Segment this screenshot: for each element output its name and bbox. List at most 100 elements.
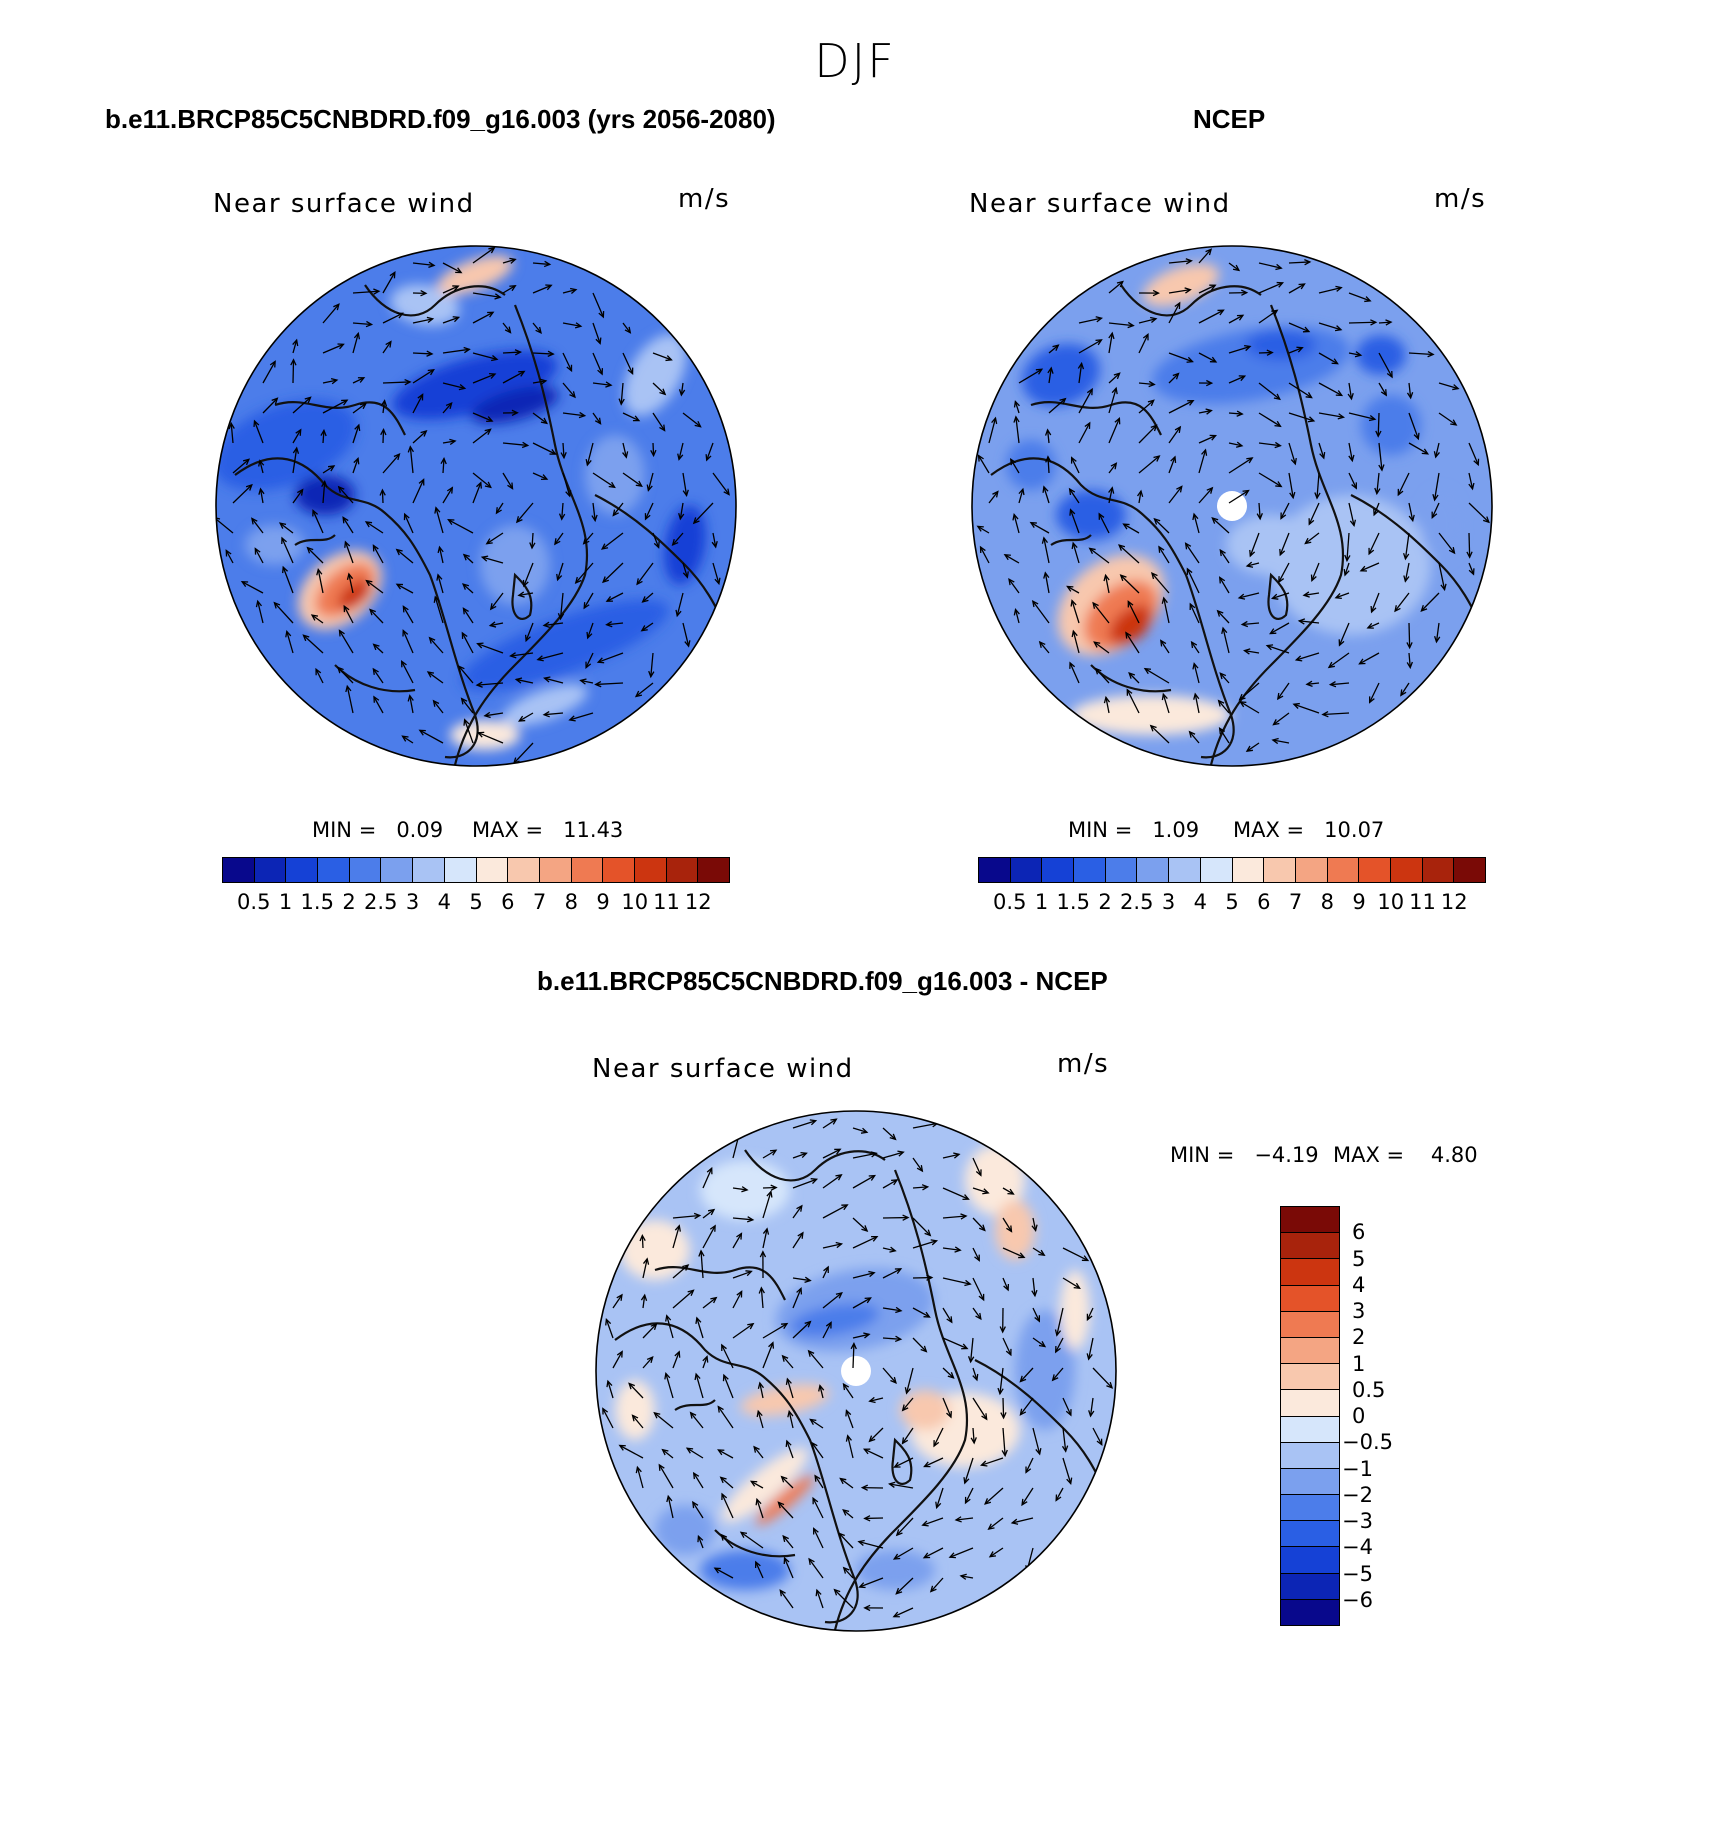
wind-vectors (602, 1118, 1114, 1618)
wind-speed-field (596, 1111, 1116, 1631)
panel-2-units-label: m/s (1434, 184, 1487, 214)
colorbar-tick-label: 0.5 (1352, 1377, 1386, 1402)
pole-hole (1217, 491, 1247, 521)
panel-1-colorbar-ticks: 0.5 1 1.5 2 2.5 3 4 5 6 7 8 9 10 11 12 (222, 890, 730, 916)
map-boundary (215, 245, 737, 767)
colorbar-swatch (318, 858, 350, 882)
colorbar-tick-label: 2 (342, 890, 356, 914)
colorbar-swatch (1281, 1207, 1339, 1234)
colorbar-tick-label: 10 (1377, 890, 1405, 914)
colorbar-swatch (1281, 1259, 1339, 1286)
colorbar-swatch (223, 858, 255, 882)
colorbar-tick-label: 8 (1320, 890, 1334, 914)
colorbar-tick-label: 8 (564, 890, 578, 914)
colorbar-swatch (1281, 1547, 1339, 1574)
colorbar-swatch (1010, 858, 1043, 882)
colorbar-tick-label: 3 (405, 890, 420, 914)
colorbar-tick-label: 6 (1257, 890, 1271, 914)
colorbar-tick-label: 11 (653, 890, 680, 914)
panel-2-polar-map (971, 245, 1493, 767)
colorbar-swatch (1281, 1495, 1339, 1522)
colorbar-tick-label: 12 (1440, 890, 1468, 914)
colorbar-swatch (1281, 1599, 1339, 1625)
colorbar-tick-label: −5 (1342, 1561, 1373, 1586)
colorbar-tick-label: 6 (1352, 1220, 1366, 1245)
colorbar-tick-label: 5 (1352, 1246, 1366, 1271)
colorbar-swatch (1232, 858, 1265, 882)
colorbar-swatch (1359, 858, 1391, 882)
colorbar-swatch (571, 858, 604, 882)
colorbar-swatch (254, 858, 287, 882)
colorbar-swatch (1281, 1442, 1339, 1469)
colorbar-tick-label: −3 (1342, 1509, 1373, 1533)
colorbar-swatch (1327, 858, 1360, 882)
panel-3-min-label: MIN = −4.19 (1170, 1143, 1319, 1167)
colorbar-swatch (1042, 858, 1075, 882)
colorbar-swatch (1422, 858, 1455, 882)
colorbar-swatch (1454, 858, 1485, 882)
pole-hole (841, 1356, 871, 1386)
colorbar-swatch (1169, 858, 1201, 882)
colorbar-tick-label: 9 (596, 890, 610, 914)
panel-1-units-label: m/s (678, 184, 731, 214)
colorbar-tick-label: 7 (532, 890, 547, 914)
colorbar-swatch (1074, 858, 1106, 882)
colorbar-tick-label: 3 (1352, 1299, 1366, 1323)
wind-speed-field (972, 246, 1492, 766)
colorbar-swatch (1295, 858, 1328, 882)
colorbar-tick-label: 2 (1098, 890, 1112, 914)
colorbar-swatch (634, 858, 667, 882)
colorbar-swatch (476, 858, 509, 882)
colorbar-swatch (508, 858, 540, 882)
colorbar-tick-label: 7 (1288, 890, 1303, 914)
figure-season-title: DJF (814, 34, 896, 88)
colorbar-tick-label: 5 (469, 890, 483, 914)
panel-2-max-label: MAX = 10.07 (1233, 818, 1385, 842)
colorbar-tick-label: 5 (1225, 890, 1239, 914)
panel-3-polar-map (595, 1110, 1117, 1632)
colorbar-tick-label: 3 (1161, 890, 1176, 914)
colorbar-tick-label: 0.5 (993, 890, 1027, 914)
colorbar-swatch (1281, 1390, 1339, 1417)
colorbar-tick-label: 1.5 (1056, 890, 1090, 914)
panel-2-title: NCEP (1193, 104, 1266, 134)
panel-1-max-label: MAX = 11.43 (472, 818, 624, 842)
panel-2-colorbar-ticks: 0.5 1 1.5 2 2.5 3 4 5 6 7 8 9 10 11 12 (978, 890, 1486, 916)
colorbar-swatch (444, 858, 477, 882)
colorbar-swatch (603, 858, 635, 882)
panel-3-title: b.e11.BRCP85C5CNBDRD.f09_g16.003 - NCEP (537, 966, 1108, 996)
panel-1-title: b.e11.BRCP85C5CNBDRD.f09_g16.003 (yrs 20… (105, 104, 776, 134)
colorbar-swatch (1137, 858, 1170, 882)
colorbar-swatch (286, 858, 319, 882)
coastlines (234, 284, 726, 766)
panel-3-units-label: m/s (1057, 1049, 1110, 1079)
colorbar-tick-label: −4 (1342, 1535, 1373, 1560)
colorbar-tick-label: 2 (1352, 1325, 1366, 1350)
colorbar-swatch (1200, 858, 1233, 882)
panel-1-polar-map (215, 245, 737, 767)
colorbar-swatch (413, 858, 445, 882)
map-boundary (971, 245, 1493, 767)
colorbar-tick-label: 9 (1352, 890, 1366, 914)
colorbar-swatch (1105, 858, 1138, 882)
panel-2-variable-label: Near surface wind (969, 189, 1231, 219)
wind-vectors (216, 246, 730, 765)
colorbar-swatch (539, 858, 572, 882)
colorbar-swatch (666, 858, 699, 882)
colorbar-tick-label: 12 (684, 890, 712, 914)
colorbar-tick-label: 4 (1193, 890, 1207, 914)
colorbar-swatch (1281, 1233, 1339, 1260)
colorbar-tick-label: 4 (437, 890, 451, 914)
colorbar-swatch (1281, 1468, 1339, 1496)
colorbar-tick-label: 2.5 (1120, 890, 1154, 914)
colorbar-tick-label: 1.5 (300, 890, 334, 914)
colorbar-swatch (1281, 1573, 1339, 1600)
colorbar-tick-label: 11 (1409, 890, 1436, 914)
colorbar-tick-label: −1 (1342, 1456, 1373, 1481)
colorbar-tick-label: 0 (1352, 1404, 1366, 1428)
colorbar-swatch (381, 858, 414, 882)
coastlines (614, 1149, 1106, 1631)
colorbar-tick-label: −6 (1342, 1587, 1373, 1612)
colorbar-tick-label: 0.5 (237, 890, 271, 914)
panel-3-variable-label: Near surface wind (592, 1054, 854, 1084)
